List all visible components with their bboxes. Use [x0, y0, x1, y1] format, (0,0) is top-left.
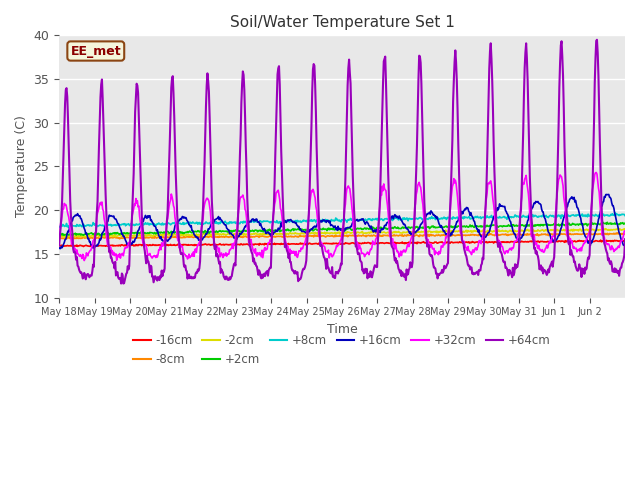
+2cm	[122, 230, 130, 236]
+32cm	[621, 228, 629, 234]
+16cm	[276, 226, 284, 232]
+64cm	[276, 82, 284, 87]
-2cm	[614, 225, 622, 231]
-8cm	[55, 235, 63, 240]
Line: -16cm: -16cm	[59, 240, 625, 247]
+16cm	[433, 214, 441, 219]
+2cm	[55, 231, 63, 237]
-16cm	[276, 241, 284, 247]
-8cm	[614, 230, 621, 236]
+16cm	[55, 245, 63, 251]
Line: +16cm: +16cm	[59, 194, 625, 249]
-8cm	[276, 234, 284, 240]
-16cm	[122, 242, 130, 248]
+64cm	[122, 271, 130, 276]
+8cm	[122, 223, 129, 228]
+64cm	[433, 271, 441, 276]
+32cm	[401, 249, 409, 255]
-2cm	[227, 232, 234, 238]
Legend: -16cm, -8cm, -2cm, +2cm, +8cm, +16cm, +32cm, +64cm: -16cm, -8cm, -2cm, +2cm, +8cm, +16cm, +3…	[129, 329, 556, 371]
Line: -2cm: -2cm	[59, 228, 625, 237]
+64cm	[227, 276, 234, 282]
+64cm	[593, 37, 601, 43]
+32cm	[433, 250, 441, 256]
-2cm	[401, 229, 409, 235]
+32cm	[593, 169, 600, 175]
-16cm	[55, 242, 63, 248]
+32cm	[55, 238, 63, 243]
+2cm	[621, 220, 629, 226]
+64cm	[621, 236, 629, 242]
+8cm	[55, 224, 63, 230]
-2cm	[276, 231, 284, 237]
Title: Soil/Water Temperature Set 1: Soil/Water Temperature Set 1	[230, 15, 454, 30]
-2cm	[433, 230, 441, 236]
+8cm	[401, 215, 408, 221]
Text: EE_met: EE_met	[70, 45, 121, 58]
Line: +8cm: +8cm	[59, 213, 625, 227]
+8cm	[432, 216, 440, 222]
Line: +32cm: +32cm	[59, 172, 625, 261]
-8cm	[433, 232, 441, 238]
+8cm	[612, 210, 620, 216]
+32cm	[122, 244, 130, 250]
+64cm	[117, 281, 125, 287]
-8cm	[60, 236, 68, 242]
+64cm	[255, 272, 262, 278]
+32cm	[81, 258, 88, 264]
+64cm	[55, 242, 63, 248]
+2cm	[401, 224, 409, 230]
-16cm	[401, 240, 409, 246]
-8cm	[255, 234, 262, 240]
Y-axis label: Temperature (C): Temperature (C)	[15, 116, 28, 217]
-2cm	[55, 234, 63, 240]
-2cm	[255, 232, 262, 238]
Line: -8cm: -8cm	[59, 233, 625, 239]
+32cm	[255, 251, 262, 256]
+8cm	[275, 220, 283, 226]
+16cm	[227, 230, 234, 236]
+8cm	[226, 219, 234, 225]
+2cm	[227, 228, 234, 234]
-16cm	[255, 241, 262, 247]
-16cm	[597, 237, 605, 243]
-2cm	[122, 232, 130, 238]
-16cm	[621, 238, 629, 244]
+32cm	[276, 197, 284, 203]
+8cm	[254, 219, 262, 225]
X-axis label: Time: Time	[326, 323, 358, 336]
-8cm	[227, 234, 234, 240]
+2cm	[68, 233, 76, 239]
+2cm	[255, 228, 262, 234]
+16cm	[122, 239, 130, 245]
-16cm	[227, 242, 234, 248]
-8cm	[122, 235, 130, 240]
+16cm	[605, 192, 612, 197]
-8cm	[401, 232, 409, 238]
+16cm	[621, 241, 629, 247]
-2cm	[621, 227, 629, 232]
+64cm	[401, 271, 409, 277]
+8cm	[621, 213, 629, 218]
+2cm	[276, 228, 284, 234]
+2cm	[599, 219, 607, 225]
+16cm	[56, 246, 64, 252]
-16cm	[433, 240, 441, 246]
+32cm	[227, 247, 234, 252]
Line: +2cm: +2cm	[59, 222, 625, 236]
+16cm	[401, 222, 409, 228]
-8cm	[621, 231, 629, 237]
-16cm	[70, 244, 77, 250]
-2cm	[90, 234, 98, 240]
+2cm	[433, 225, 441, 230]
Line: +64cm: +64cm	[59, 40, 625, 284]
+16cm	[255, 219, 262, 225]
